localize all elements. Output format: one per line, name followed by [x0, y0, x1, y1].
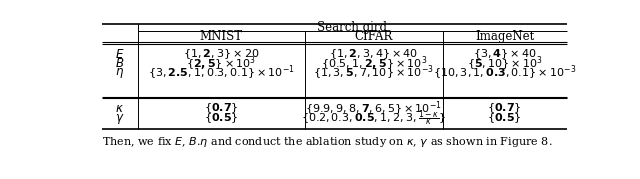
- Text: $\{\mathbf{2, 5}\} \times 10^3$: $\{\mathbf{2, 5}\} \times 10^3$: [186, 55, 257, 73]
- Text: $\{\mathbf{0.5}\}$: $\{\mathbf{0.5}\}$: [204, 112, 239, 125]
- Text: $\{10, 3, 1, \mathbf{0.3}, 0.1\} \times 10^{-3}$: $\{10, 3, 1, \mathbf{0.3}, 0.1\} \times …: [433, 64, 577, 82]
- Text: $\{0.5, 1, \mathbf{2, 5}\} \times 10^3$: $\{0.5, 1, \mathbf{2, 5}\} \times 10^3$: [321, 55, 427, 73]
- Text: $\{0.2, 0.3, \mathbf{0.5}, 1, 2, 3, \frac{1-\kappa}{\kappa}\}$: $\{0.2, 0.3, \mathbf{0.5}, 1, 2, 3, \fra…: [301, 108, 446, 129]
- Text: $\{1, \mathbf{2}, 3\} \times 20$: $\{1, \mathbf{2}, 3\} \times 20$: [183, 48, 260, 62]
- Text: $\{9.9, 9, 8, \mathbf{7}, 6, 5\} \times 10^{-1}$: $\{9.9, 9, 8, \mathbf{7}, 6, 5\} \times …: [305, 99, 442, 118]
- Text: Then, we fix $E$, $B$.$\eta$ and conduct the ablation study on $\kappa$, $\gamma: Then, we fix $E$, $B$.$\eta$ and conduct…: [102, 135, 552, 149]
- Text: $\{1, 3, \mathbf{5}, 7, 10\} \times 10^{-3}$: $\{1, 3, \mathbf{5}, 7, 10\} \times 10^{…: [314, 64, 434, 82]
- Text: $\{3, \mathbf{4}\} \times 40$: $\{3, \mathbf{4}\} \times 40$: [473, 48, 536, 62]
- Text: CIFAR: CIFAR: [355, 30, 393, 43]
- Text: $\{\mathbf{0.5}\}$: $\{\mathbf{0.5}\}$: [488, 112, 522, 125]
- Text: $E$: $E$: [115, 48, 125, 61]
- Text: Search gird: Search gird: [317, 21, 387, 34]
- Text: $\kappa$: $\kappa$: [115, 102, 124, 115]
- Text: $\{\mathbf{5}, 10\} \times 10^3$: $\{\mathbf{5}, 10\} \times 10^3$: [467, 55, 543, 73]
- Text: ImageNet: ImageNet: [475, 30, 534, 43]
- Text: MNIST: MNIST: [200, 30, 243, 43]
- Text: $B$: $B$: [115, 57, 125, 70]
- Text: $\{1, \mathbf{2}, 3, 4\} \times 40$: $\{1, \mathbf{2}, 3, 4\} \times 40$: [329, 48, 419, 62]
- Text: $\{\mathbf{0.7}\}$: $\{\mathbf{0.7}\}$: [488, 102, 522, 115]
- Text: $\{3, \mathbf{2.5}, 1, 0.3, 0.1\} \times 10^{-1}$: $\{3, \mathbf{2.5}, 1, 0.3, 0.1\} \times…: [148, 64, 295, 82]
- Text: $\{\mathbf{0.7}\}$: $\{\mathbf{0.7}\}$: [204, 102, 239, 115]
- Text: $\eta$: $\eta$: [115, 66, 124, 80]
- Text: $\gamma$: $\gamma$: [115, 112, 125, 125]
